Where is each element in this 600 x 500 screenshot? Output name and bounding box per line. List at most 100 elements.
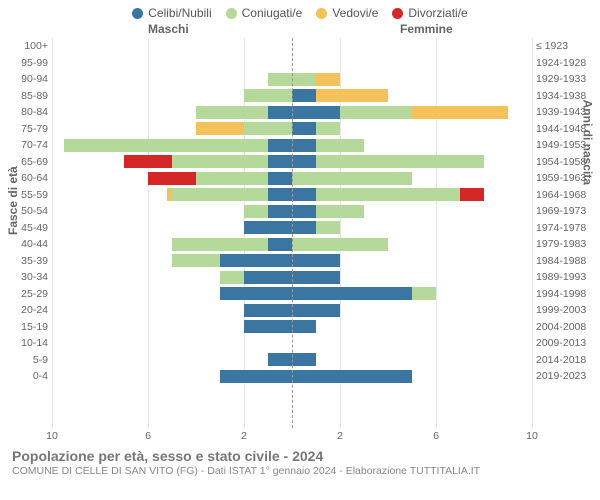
bar-segment xyxy=(316,89,388,102)
bar-segment xyxy=(196,106,268,119)
bar-segment xyxy=(196,172,268,185)
y-axis-left-title: Fasce di età xyxy=(6,166,20,235)
bar-segment xyxy=(148,172,196,185)
male-bar xyxy=(52,337,292,350)
male-bar xyxy=(52,287,292,300)
age-row: 70-741949-1953 xyxy=(52,137,532,154)
age-label: 90-94 xyxy=(0,71,48,88)
age-row: 100+≤ 1923 xyxy=(52,38,532,55)
age-label: 70-74 xyxy=(0,137,48,154)
age-row: 0-42019-2023 xyxy=(52,368,532,385)
male-bar xyxy=(52,271,292,284)
bar-segment xyxy=(292,172,412,185)
age-label: 0-4 xyxy=(0,368,48,385)
bar-segment xyxy=(316,122,340,135)
birth-year-label: 1924-1928 xyxy=(536,55,600,72)
bar-segment xyxy=(316,73,340,86)
female-bar xyxy=(292,139,532,152)
age-label: 40-44 xyxy=(0,236,48,253)
age-row: 5-92014-2018 xyxy=(52,352,532,369)
age-row: 90-941929-1933 xyxy=(52,71,532,88)
birth-year-label: 1994-1998 xyxy=(536,286,600,303)
female-header: Femmine xyxy=(400,22,453,36)
legend-item: Divorziati/e xyxy=(392,6,467,20)
bar-segment xyxy=(292,254,340,267)
bar-segment xyxy=(316,205,364,218)
bar-segment xyxy=(292,139,316,152)
age-row: 80-841939-1943 xyxy=(52,104,532,121)
female-bar xyxy=(292,238,532,251)
age-row: 75-791944-1948 xyxy=(52,121,532,138)
age-label: 25-29 xyxy=(0,286,48,303)
bar-segment xyxy=(292,205,316,218)
bar-segment xyxy=(292,304,340,317)
bar-segment xyxy=(244,304,292,317)
bar-segment xyxy=(268,139,292,152)
female-bar xyxy=(292,370,532,383)
x-tick: 2 xyxy=(241,430,247,442)
legend-swatch xyxy=(316,8,327,19)
female-bar xyxy=(292,205,532,218)
bar-segment xyxy=(316,188,460,201)
birth-year-label: 1989-1993 xyxy=(536,269,600,286)
bar-segment xyxy=(268,238,292,251)
male-bar xyxy=(52,73,292,86)
age-label: 75-79 xyxy=(0,121,48,138)
female-bar xyxy=(292,73,532,86)
gridline xyxy=(532,38,533,428)
x-tick: 10 xyxy=(46,430,58,442)
birth-year-label: 1974-1978 xyxy=(536,220,600,237)
male-bar xyxy=(52,254,292,267)
male-bar xyxy=(52,188,292,201)
birth-year-label: 1979-1983 xyxy=(536,236,600,253)
male-bar xyxy=(52,370,292,383)
female-bar xyxy=(292,188,532,201)
bar-segment xyxy=(64,139,268,152)
male-bar xyxy=(52,205,292,218)
age-row: 25-291994-1998 xyxy=(52,286,532,303)
bar-segment xyxy=(316,139,364,152)
bar-segment xyxy=(292,271,340,284)
bar-segment xyxy=(340,106,412,119)
age-row: 15-192004-2008 xyxy=(52,319,532,336)
age-label: 10-14 xyxy=(0,335,48,352)
legend-label: Divorziati/e xyxy=(408,6,467,20)
female-bar xyxy=(292,221,532,234)
female-bar xyxy=(292,287,532,300)
female-bar xyxy=(292,172,532,185)
legend: Celibi/NubiliConiugati/eVedovi/eDivorzia… xyxy=(0,0,600,22)
x-tick: 2 xyxy=(337,430,343,442)
age-label: 95-99 xyxy=(0,55,48,72)
female-bar xyxy=(292,89,532,102)
female-bar xyxy=(292,320,532,333)
legend-swatch xyxy=(392,8,403,19)
age-label: 5-9 xyxy=(0,352,48,369)
male-bar xyxy=(52,320,292,333)
bar-segment xyxy=(220,370,292,383)
legend-swatch xyxy=(132,8,143,19)
female-bar xyxy=(292,337,532,350)
birth-year-label: 2004-2008 xyxy=(536,319,600,336)
male-bar xyxy=(52,122,292,135)
bar-segment xyxy=(292,106,340,119)
bar-segment xyxy=(292,155,316,168)
male-bar xyxy=(52,56,292,69)
female-bar xyxy=(292,56,532,69)
bar-segment xyxy=(244,271,292,284)
age-label: 30-34 xyxy=(0,269,48,286)
bar-segment xyxy=(292,320,316,333)
bar-segment xyxy=(292,221,316,234)
age-row: 60-641959-1963 xyxy=(52,170,532,187)
legend-swatch xyxy=(226,8,237,19)
birth-year-label: ≤ 1923 xyxy=(536,38,600,55)
legend-item: Coniugati/e xyxy=(226,6,303,20)
male-bar xyxy=(52,221,292,234)
bar-segment xyxy=(268,353,292,366)
bar-segment xyxy=(268,106,292,119)
x-axis: 10621062 xyxy=(52,428,532,444)
chart-title: Popolazione per età, sesso e stato civil… xyxy=(0,444,600,464)
age-row: 50-541969-1973 xyxy=(52,203,532,220)
female-bar xyxy=(292,155,532,168)
bar-segment xyxy=(292,287,412,300)
age-row: 55-591964-1968 xyxy=(52,187,532,204)
